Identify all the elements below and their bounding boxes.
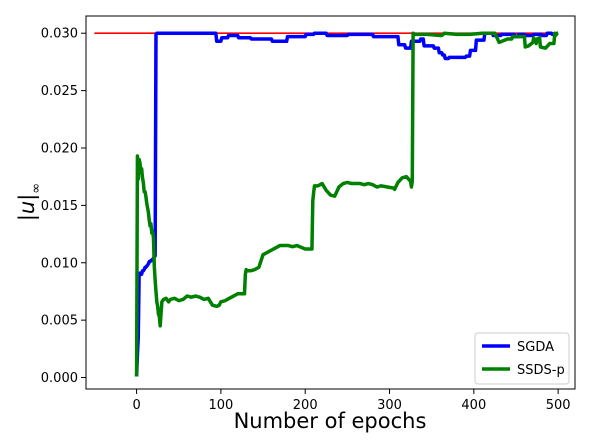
y-tick-label: 0.020: [41, 141, 78, 156]
series-line-ssds-p: [134, 31, 560, 377]
series-line-sgda: [134, 31, 559, 377]
x-tick-label: 0: [132, 398, 140, 413]
y-tick-label: 0.005: [41, 314, 78, 329]
series-layer: [94, 31, 560, 377]
y-tick-label: 0.030: [41, 27, 78, 42]
plot-frame: [85, 15, 576, 390]
legend-label-ssds-p: SSDS-p: [517, 363, 565, 378]
x-tick-label: 200: [293, 398, 318, 413]
y-axis-label: |u|∞: [15, 183, 44, 221]
y-axis-label-base: |u|: [15, 194, 40, 221]
x-axis-label: Number of epochs: [234, 409, 427, 433]
x-tick-label: 300: [377, 398, 402, 413]
y-tick-label: 0.015: [41, 199, 78, 214]
y-tick-label: 0.000: [41, 371, 78, 386]
y-tick-label: 0.025: [41, 84, 78, 99]
y-axis: 0.000 0.005 0.010 0.015 0.020 0.025 0.030: [41, 27, 86, 386]
y-tick-label: 0.010: [41, 256, 78, 271]
x-tick-label: 400: [461, 398, 486, 413]
x-axis: 0 100 200 300 400 500: [132, 389, 571, 413]
svg-text:|u|∞: |u|∞: [15, 183, 44, 221]
y-axis-label-subscript: ∞: [29, 183, 44, 194]
legend-label-sgda: SGDA: [517, 340, 554, 355]
x-tick-label: 100: [208, 398, 233, 413]
legend: SGDA SSDS-p: [474, 332, 570, 385]
x-tick-label: 500: [546, 398, 571, 413]
